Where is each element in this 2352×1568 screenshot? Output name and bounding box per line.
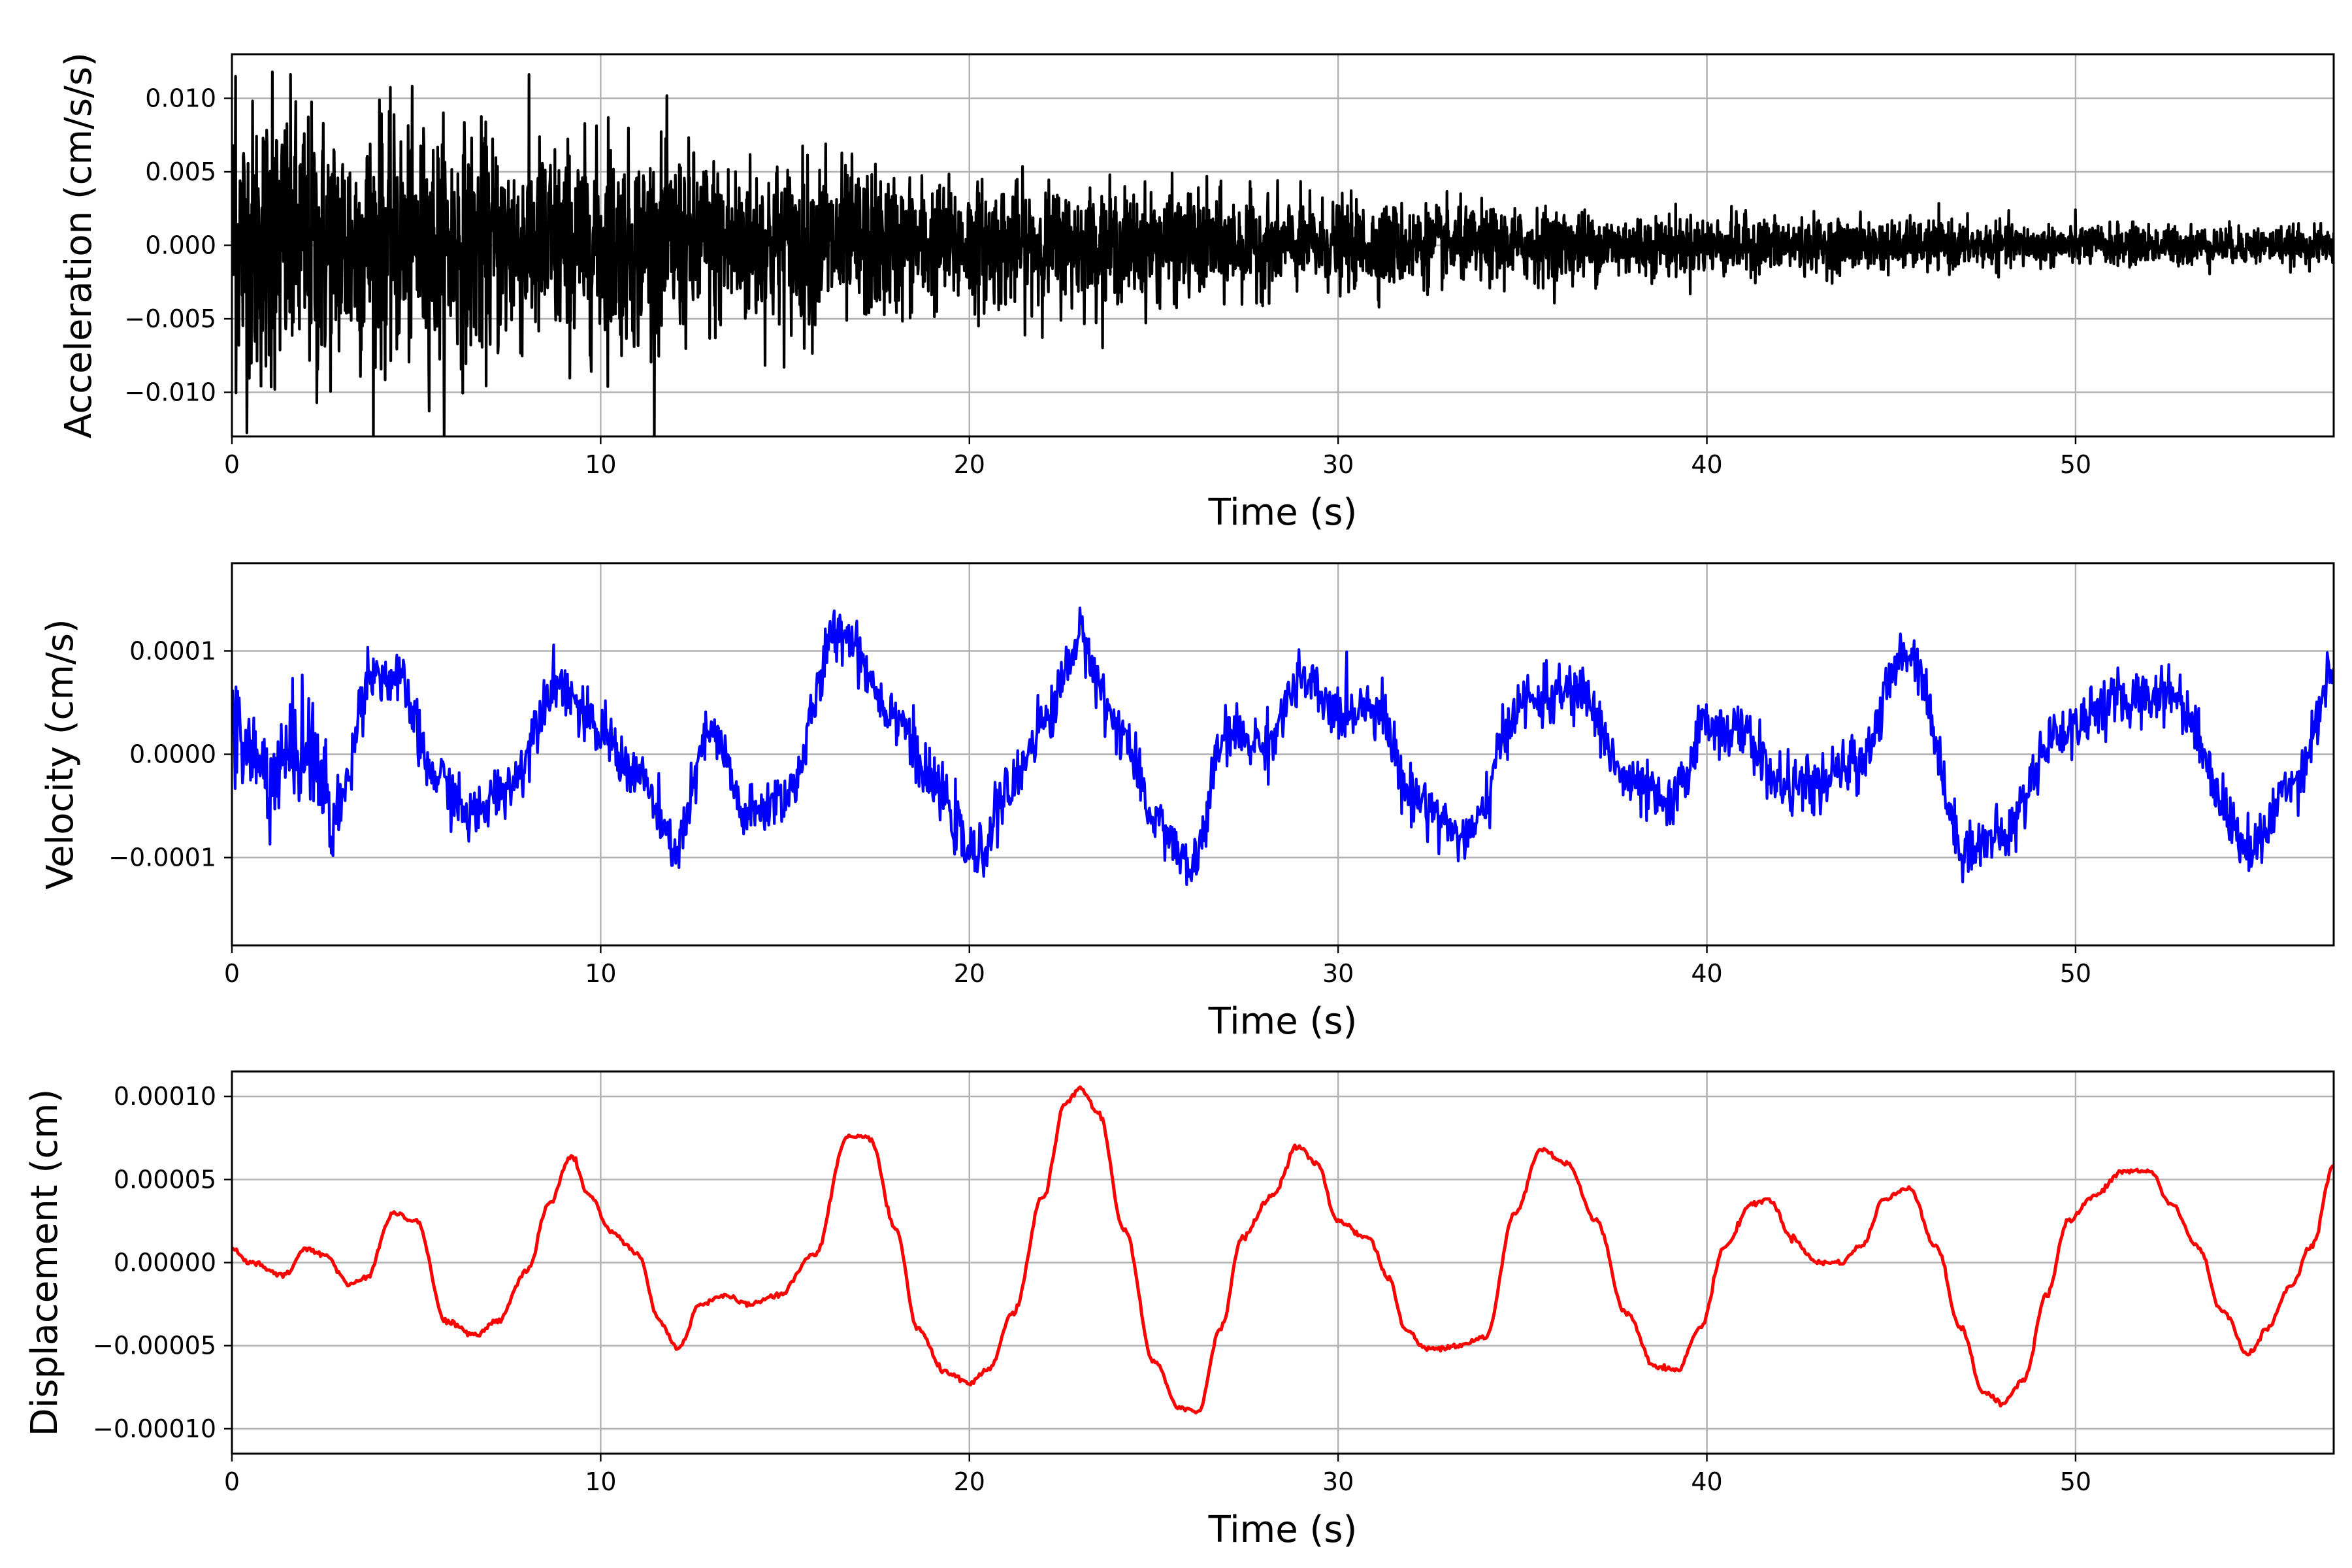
velocity-x-tick-label: 40	[1691, 959, 1722, 988]
acceleration-series-line	[232, 70, 2334, 436]
displacement-series-line	[232, 1085, 2334, 1414]
velocity-y-tick-label: 0.0001	[129, 636, 216, 665]
displacement-y-ticks: −0.00010 −0.00005 0.00000 0.00005 0.00010	[93, 1082, 232, 1443]
velocity-x-tick-label: 50	[2060, 959, 2091, 988]
acceleration-x-tick-label: 40	[1691, 450, 1722, 479]
velocity-x-tick-label: 10	[585, 959, 616, 988]
displacement-x-tick-label: 0	[224, 1467, 240, 1496]
acceleration-x-tick-label: 10	[585, 450, 616, 479]
velocity-x-tick-label: 0	[224, 959, 240, 988]
acceleration-panel: 0 10 20 30 40 50 −0.010−0.0050.0000.0050.010 …	[57, 52, 2335, 534]
velocity-panel: 0 10 20 30 40 50 −0.0001 0.0000 0.0001 Time (s)…	[39, 562, 2335, 1043]
acceleration-y-tick-label: 0.005	[145, 157, 216, 186]
velocity-series	[232, 606, 2334, 886]
displacement-x-tick-label: 50	[2060, 1467, 2091, 1496]
displacement-y-axis-label: Displacement (cm)	[24, 1089, 66, 1437]
velocity-y-ticks: −0.0001 0.0000 0.0001	[108, 636, 232, 872]
acceleration-x-tick-label: 0	[224, 450, 240, 479]
acceleration-y-tick-label: −0.005	[124, 304, 216, 333]
velocity-y-tick-label: 0.0000	[129, 740, 216, 769]
displacement-x-axis-label: Time (s)	[1208, 1509, 1358, 1551]
displacement-x-tick-label: 40	[1691, 1467, 1722, 1496]
displacement-panel: 0 10 20 30 40 50 −0.00010 −0.00005 0.00000 0.000…	[24, 1070, 2335, 1551]
acceleration-y-tick-label: 0.000	[145, 231, 216, 260]
velocity-x-ticks: 0 10 20 30 40 50	[224, 945, 2091, 988]
displacement-y-tick-label: 0.00010	[114, 1082, 216, 1111]
acceleration-x-tick-label: 50	[2060, 450, 2091, 479]
displacement-y-tick-label: −0.00010	[93, 1414, 216, 1443]
velocity-grid	[231, 563, 2334, 945]
velocity-x-tick-label: 30	[1322, 959, 1354, 988]
displacement-series	[232, 1085, 2334, 1414]
velocity-x-tick-label: 20	[954, 959, 985, 988]
acceleration-x-tick-label: 30	[1322, 450, 1354, 479]
acceleration-y-tick-label: 0.010	[145, 84, 216, 113]
acceleration-x-ticks: 0 10 20 30 40 50	[224, 436, 2091, 479]
displacement-x-tick-label: 20	[954, 1467, 985, 1496]
displacement-x-tick-label: 10	[585, 1467, 616, 1496]
velocity-y-tick-label: −0.0001	[108, 843, 216, 872]
displacement-y-tick-label: −0.00005	[93, 1331, 216, 1360]
acceleration-y-tick-label: −0.010	[124, 378, 216, 407]
acceleration-y-ticks: −0.010 −0.005 0.000 0.005 0.010	[124, 84, 232, 407]
acceleration-y-axis-label: Acceleration (cm/s/s)	[57, 52, 100, 438]
displacement-y-tick-label: 0.00000	[114, 1249, 216, 1277]
displacement-y-tick-label: 0.00005	[114, 1165, 216, 1194]
acceleration-series	[232, 70, 2334, 436]
velocity-series-line	[232, 606, 2334, 886]
velocity-x-axis-label: Time (s)	[1208, 1000, 1358, 1043]
acceleration-x-axis-label: Time (s)	[1208, 491, 1358, 534]
displacement-x-tick-label: 30	[1322, 1467, 1354, 1496]
acceleration-x-tick-label: 20	[954, 450, 985, 479]
velocity-y-axis-label: Velocity (cm/s)	[39, 619, 82, 890]
displacement-x-ticks: 0 10 20 30 40 50	[224, 1454, 2091, 1496]
